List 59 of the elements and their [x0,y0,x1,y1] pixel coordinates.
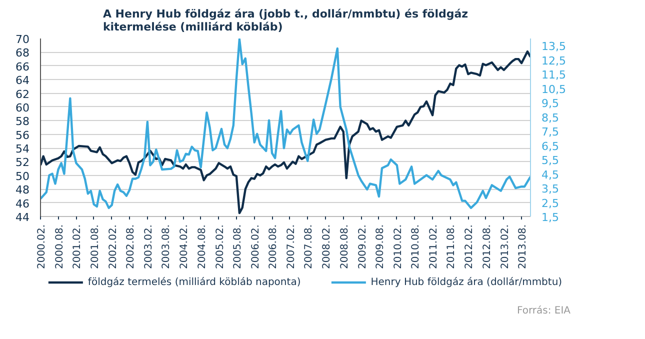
y-tick-label: 54 [16,142,30,156]
y2-tick-label: 9,5 [542,97,559,110]
y-tick-label: 50 [16,170,30,183]
x-tick-label: 2006.02. [250,224,262,270]
x-tick-label: 2010.02. [392,224,404,270]
y2-tick-label: 7,5 [542,126,559,139]
y2-tick-label: 6,5 [542,140,559,153]
y-tick-label: 66 [16,60,30,74]
x-tick-label: 2010.08. [410,224,422,270]
x-tick-label: 2001.08. [90,224,101,270]
x-tick-label: 2002.08. [125,224,136,270]
legend-label: földgáz termelés (milliárd köbláb naponta) [88,276,301,288]
x-tick-label: 2012.02. [464,224,476,270]
y-tick-label: 60 [16,101,30,114]
x-tick-label: 2013.08. [518,224,529,270]
x-tick-label: 2000.02. [36,224,48,270]
x-tick-label: 2008.08. [339,224,350,270]
y-tick-label: 56 [16,128,30,142]
legend-label: Henry Hub földgáz ára (dollár/mmbtu) [370,276,562,288]
y2-tick-label: 5,5 [542,154,559,168]
y-tick-label: 46 [16,197,30,210]
x-tick-label: 2007.02. [286,224,297,270]
x-tick-label: 2009.02. [357,224,368,270]
x-tick-label: 2003.08. [161,224,172,270]
text: Forrás: EIA [516,306,571,316]
x-tick-label: 2003.02. [143,224,154,270]
x-tick-label: 2008.02. [322,224,333,270]
y2-tick-label: 11,5 [542,68,566,82]
x-tick-label: 2007.08. [304,224,315,270]
y2-tick-label: 2,5 [542,196,559,210]
x-tick-label: 2013.02. [500,224,511,270]
x-tick-label: 2004.08. [196,224,208,270]
x-tick-label: 2004.02. [179,224,190,270]
y-tick-label: 62 [16,88,30,101]
x-tick-label: 2011.08. [446,224,458,270]
x-tick-label: 2002.02. [108,224,119,270]
x-tick-label: 2009.08. [374,224,386,270]
y-tick-label: 44 [16,211,30,224]
y2-tick-label: 1,5 [542,211,559,224]
y-tick-label: 52 [16,156,30,170]
x-tick-label: 2005.08. [232,224,244,270]
x-tick-label: 2005.02. [214,224,226,270]
x-tick-label: 2000.08. [54,224,66,270]
y2-tick-label: 12,5 [542,54,566,68]
y2-tick-label: 3,5 [542,182,559,196]
x-tick-label: 2012.08. [482,224,493,270]
chart-title: A Henry Hub földgáz ára (jobb t., dollár/mmbtu) és földgáz kitermelése (milliárd köbláb) [102,8,468,34]
x-tick-label: 2001.02. [72,224,84,270]
y-tick-label: 70 [16,33,30,46]
y2-tick-label: 10,5 [542,82,566,96]
x-tick-label: 2006.08. [268,224,280,270]
y-tick-label: 58 [16,115,30,128]
y-tick-label: 48 [16,184,30,197]
x-tick-label: 2011.02. [428,224,440,270]
y-tick-label: 68 [16,46,30,60]
y2-tick-label: 4,5 [542,168,559,182]
y-tick-label: 64 [16,74,30,88]
y2-tick-label: 8,5 [542,111,559,124]
y2-tick-label: 13,5 [542,40,566,54]
